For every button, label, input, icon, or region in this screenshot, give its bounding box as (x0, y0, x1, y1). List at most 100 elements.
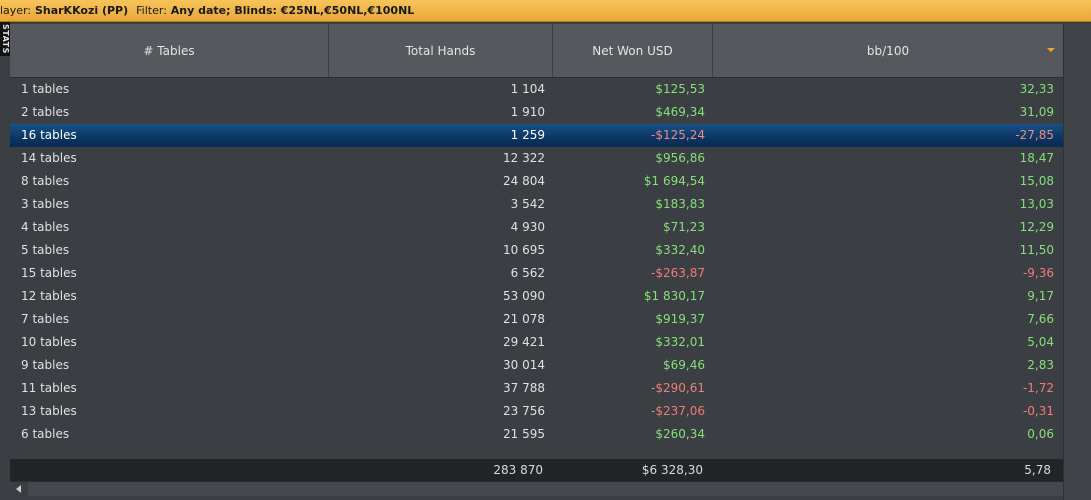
cell-total-hands: 10 695 (503, 243, 545, 257)
filter-bar: layer: SharKKozi (PP) Filter: Any date; B… (0, 0, 1091, 22)
vertical-scrollbar[interactable] (1063, 24, 1091, 500)
stats-side-tab[interactable]: STATS (0, 22, 10, 56)
cell-tables: 2 tables (21, 105, 70, 119)
cell-net-won: $183,83 (655, 197, 705, 211)
cell-total-hands: 29 421 (503, 335, 545, 349)
cell-bb100: 18,47 (1019, 151, 1054, 165)
table-row[interactable]: 5 tables 10 695 $332,40 11,50 (10, 239, 1063, 262)
cell-bb100: 0,06 (1027, 427, 1054, 441)
column-header-bb100[interactable]: bb/100 (713, 24, 1063, 77)
totals-bb100: 5,78 (1024, 463, 1051, 477)
table-row[interactable]: 9 tables 30 014 $69,46 2,83 (10, 354, 1063, 377)
table-row[interactable]: 6 tables 21 595 $260,34 0,06 (10, 423, 1063, 446)
cell-total-hands: 37 788 (503, 381, 545, 395)
cell-bb100: 5,04 (1027, 335, 1054, 349)
cell-net-won: $332,40 (655, 243, 705, 257)
cell-net-won: $469,34 (655, 105, 705, 119)
cell-tables: 5 tables (21, 243, 70, 257)
table-row[interactable]: 10 tables 29 421 $332,01 5,04 (10, 331, 1063, 354)
cell-total-hands: 30 014 (503, 358, 545, 372)
table-header: # Tables Total Hands Net Won USD bb/100 (10, 24, 1063, 78)
cell-net-won: $125,53 (655, 82, 705, 96)
cell-tables: 12 tables (21, 289, 77, 303)
scroll-left-arrow-icon[interactable] (16, 485, 21, 493)
cell-total-hands: 21 078 (503, 312, 545, 326)
table-row[interactable]: 13 tables 23 756 -$237,06 -0,31 (10, 400, 1063, 423)
cell-bb100: 13,03 (1019, 197, 1054, 211)
cell-bb100: 15,08 (1019, 174, 1054, 188)
table-row[interactable]: 14 tables 12 322 $956,86 18,47 (10, 147, 1063, 170)
cell-total-hands: 53 090 (503, 289, 545, 303)
cell-bb100: -1,72 (1022, 381, 1054, 395)
cell-bb100: -27,85 (1015, 128, 1054, 142)
filter-label: Filter: (136, 4, 167, 17)
column-header-net-won[interactable]: Net Won USD (553, 24, 713, 77)
cell-total-hands: 6 562 (510, 266, 545, 280)
column-header-tables[interactable]: # Tables (10, 24, 329, 77)
cell-tables: 14 tables (21, 151, 77, 165)
cell-bb100: -9,36 (1022, 266, 1054, 280)
cell-tables: 4 tables (21, 220, 70, 234)
cell-bb100: 9,17 (1027, 289, 1054, 303)
cell-bb100: -0,31 (1022, 404, 1054, 418)
cell-net-won: $1 694,54 (643, 174, 705, 188)
table-row[interactable]: 1 tables 1 104 $125,53 32,33 (10, 78, 1063, 101)
table-row[interactable]: 3 tables 3 542 $183,83 13,03 (10, 193, 1063, 216)
cell-total-hands: 1 259 (510, 128, 545, 142)
cell-bb100: 32,33 (1019, 82, 1054, 96)
table-row[interactable]: 4 tables 4 930 $71,23 12,29 (10, 216, 1063, 239)
cell-net-won: -$290,61 (651, 381, 705, 395)
cell-net-won: $260,34 (655, 427, 705, 441)
cell-net-won: $1 830,17 (643, 289, 705, 303)
cell-bb100: 7,66 (1027, 312, 1054, 326)
table-row[interactable]: 2 tables 1 910 $469,34 31,09 (10, 101, 1063, 124)
totals-hands: 283 870 (493, 463, 543, 477)
player-label: layer: (0, 4, 32, 17)
cell-tables: 10 tables (21, 335, 77, 349)
cell-net-won: -$263,87 (651, 266, 705, 280)
horizontal-scroll-track[interactable] (28, 482, 1063, 496)
cell-tables: 7 tables (21, 312, 70, 326)
sort-descending-icon (1047, 48, 1055, 52)
column-header-bb100-label: bb/100 (866, 43, 910, 58)
cell-tables: 16 tables (21, 128, 77, 142)
cell-total-hands: 3 542 (510, 197, 545, 211)
cell-tables: 11 tables (21, 381, 77, 395)
table-row[interactable]: 11 tables 37 788 -$290,61 -1,72 (10, 377, 1063, 400)
cell-net-won: -$237,06 (651, 404, 705, 418)
table-row[interactable]: 8 tables 24 804 $1 694,54 15,08 (10, 170, 1063, 193)
cell-total-hands: 24 804 (503, 174, 545, 188)
table-row[interactable]: 16 tables 1 259 -$125,24 -27,85 (10, 124, 1063, 147)
player-name: SharKKozi (PP) (34, 4, 129, 17)
cell-net-won: $956,86 (655, 151, 705, 165)
column-header-total-hands[interactable]: Total Hands (329, 24, 553, 77)
filter-value: Any date; Blinds: €25NL,€50NL,€100NL (170, 4, 415, 17)
cell-tables: 9 tables (21, 358, 70, 372)
cell-total-hands: 12 322 (503, 151, 545, 165)
table-row[interactable]: 7 tables 21 078 $919,37 7,66 (10, 308, 1063, 331)
cell-total-hands: 23 756 (503, 404, 545, 418)
cell-total-hands: 1 104 (510, 82, 545, 96)
horizontal-scrollbar[interactable] (10, 481, 1063, 496)
cell-net-won: $69,46 (663, 358, 705, 372)
cell-bb100: 12,29 (1019, 220, 1054, 234)
cell-tables: 3 tables (21, 197, 70, 211)
cell-net-won: $71,23 (663, 220, 705, 234)
cell-total-hands: 1 910 (510, 105, 545, 119)
table-row[interactable]: 15 tables 6 562 -$263,87 -9,36 (10, 262, 1063, 285)
table-row[interactable]: 12 tables 53 090 $1 830,17 9,17 (10, 285, 1063, 308)
cell-net-won: $919,37 (655, 312, 705, 326)
cell-tables: 15 tables (21, 266, 77, 280)
totals-net-won: $6 328,30 (641, 463, 703, 477)
totals-row: 283 870 $6 328,30 5,78 (10, 459, 1063, 481)
cell-tables: 1 tables (21, 82, 70, 96)
totals-tables (10, 459, 329, 481)
cell-net-won: -$125,24 (651, 128, 705, 142)
cell-tables: 13 tables (21, 404, 77, 418)
cell-bb100: 11,50 (1019, 243, 1054, 257)
cell-net-won: $332,01 (655, 335, 705, 349)
table-body: 1 tables 1 104 $125,53 32,33 2 tables 1 910 $4… (10, 78, 1063, 446)
cell-total-hands: 21 595 (503, 427, 545, 441)
cell-tables: 6 tables (21, 427, 70, 441)
cell-tables: 8 tables (21, 174, 70, 188)
